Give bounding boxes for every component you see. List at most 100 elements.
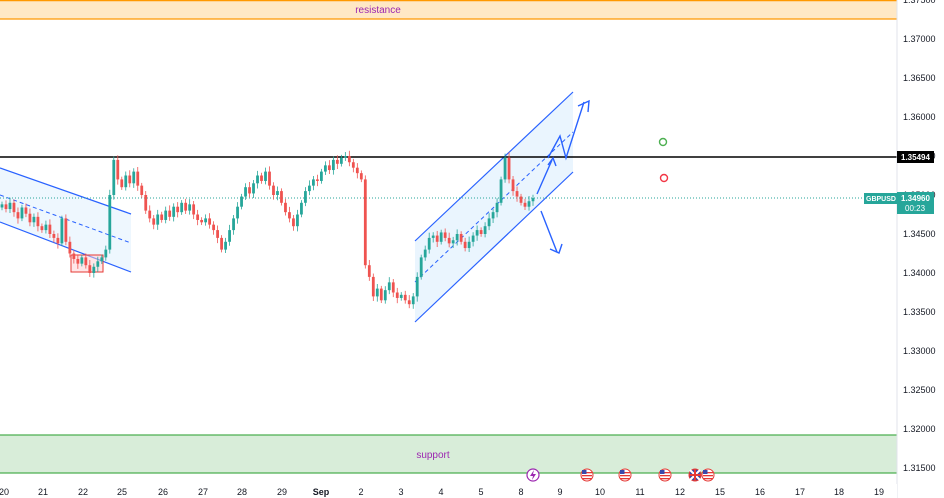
candle-body	[104, 249, 108, 258]
candle	[108, 189, 112, 254]
candle-body	[343, 156, 347, 158]
candle	[192, 201, 196, 220]
candle-body	[260, 175, 263, 181]
candle-body	[36, 216, 40, 227]
candle-body	[52, 234, 56, 238]
candle	[80, 254, 84, 267]
price-axis[interactable]	[897, 0, 944, 498]
candle	[527, 196, 531, 211]
candle-body	[120, 179, 124, 188]
x-tick-label: 19	[874, 487, 884, 497]
candle-body	[156, 214, 160, 225]
candle	[32, 213, 36, 227]
candle	[288, 206, 291, 223]
zones-layer: resistance support	[0, 0, 897, 474]
candle	[339, 154, 343, 167]
candle	[439, 229, 443, 245]
us-flag-event-icon[interactable]	[658, 468, 672, 482]
candle	[371, 273, 375, 302]
candle	[435, 230, 439, 248]
breakdown-arrow-head	[549, 243, 563, 254]
candle	[355, 163, 359, 179]
candle	[515, 186, 519, 202]
candle	[216, 225, 219, 244]
time-axis[interactable]	[0, 484, 897, 498]
x-tick-label: 2	[358, 487, 363, 497]
x-tick-label: 20	[0, 487, 9, 497]
candle-body	[523, 202, 527, 207]
candle-body	[160, 214, 164, 220]
candle-body	[407, 300, 411, 305]
candle	[272, 182, 275, 200]
lightning-event-icon[interactable]	[526, 468, 540, 482]
candle-body	[471, 235, 475, 242]
green-circle-marker	[658, 137, 668, 147]
candle-body	[272, 185, 275, 195]
candle-body	[96, 261, 100, 267]
candle	[60, 215, 64, 247]
candle	[284, 198, 287, 216]
candle-body	[335, 159, 339, 164]
candle-body	[435, 235, 439, 242]
candle-body	[8, 202, 12, 210]
x-ticks-layer: 20 21 22 25 26 27 28 29 Sep 2 3 4 5 8 9 10 11 12 15 16 17 18 1…	[0, 487, 884, 497]
candle-body	[76, 258, 80, 264]
candle	[188, 199, 192, 215]
breakdown-arrow	[540, 210, 558, 253]
candle	[124, 171, 128, 191]
candle	[208, 213, 212, 229]
candle	[455, 229, 459, 246]
candle	[395, 287, 399, 304]
candle	[507, 152, 511, 184]
candle-body	[20, 207, 24, 219]
candle-body	[144, 195, 148, 211]
candle-body	[475, 230, 479, 236]
candle	[240, 193, 243, 210]
candle	[48, 219, 52, 238]
candle-body	[339, 157, 343, 164]
candle-body	[200, 219, 204, 223]
candle-body	[28, 213, 32, 223]
candle	[264, 167, 267, 185]
uk-flag-event-icon[interactable]	[688, 468, 702, 482]
candle-body	[244, 187, 247, 197]
candle-body	[112, 159, 116, 195]
candle	[144, 191, 148, 214]
candle-body	[327, 165, 331, 171]
candle-body	[296, 214, 299, 227]
y-tick-label: 1.33500	[903, 307, 936, 317]
candle	[351, 158, 355, 173]
candle	[499, 176, 503, 206]
x-tick-label: 27	[198, 487, 208, 497]
candle	[12, 199, 16, 217]
candle-body	[304, 191, 307, 203]
candle-body	[100, 257, 104, 262]
candle-body	[72, 253, 76, 259]
candle-body	[280, 191, 283, 203]
candle	[132, 168, 136, 188]
support-zone	[0, 435, 897, 473]
candle-body	[399, 294, 403, 298]
candle-body	[284, 202, 287, 213]
us-flag-event-icon[interactable]	[701, 468, 715, 482]
retest-arrow-head	[547, 156, 557, 167]
down-channel-lower-line	[0, 221, 132, 273]
us-flag-event-icon[interactable]	[580, 468, 594, 482]
candle	[0, 201, 4, 211]
candle-body	[236, 206, 239, 219]
candle-body	[459, 234, 463, 242]
up-channel-lower-line	[414, 171, 574, 323]
candle	[419, 254, 423, 280]
candle-body	[68, 241, 72, 254]
candle	[92, 263, 96, 278]
us-flag-event-icon[interactable]	[618, 468, 632, 482]
candle-body	[124, 175, 128, 188]
candle	[391, 279, 395, 298]
candle	[8, 197, 12, 214]
candle	[164, 206, 168, 224]
candle	[100, 254, 104, 265]
candle	[180, 200, 184, 215]
candle-body	[48, 224, 52, 234]
events-layer[interactable]	[526, 468, 715, 482]
